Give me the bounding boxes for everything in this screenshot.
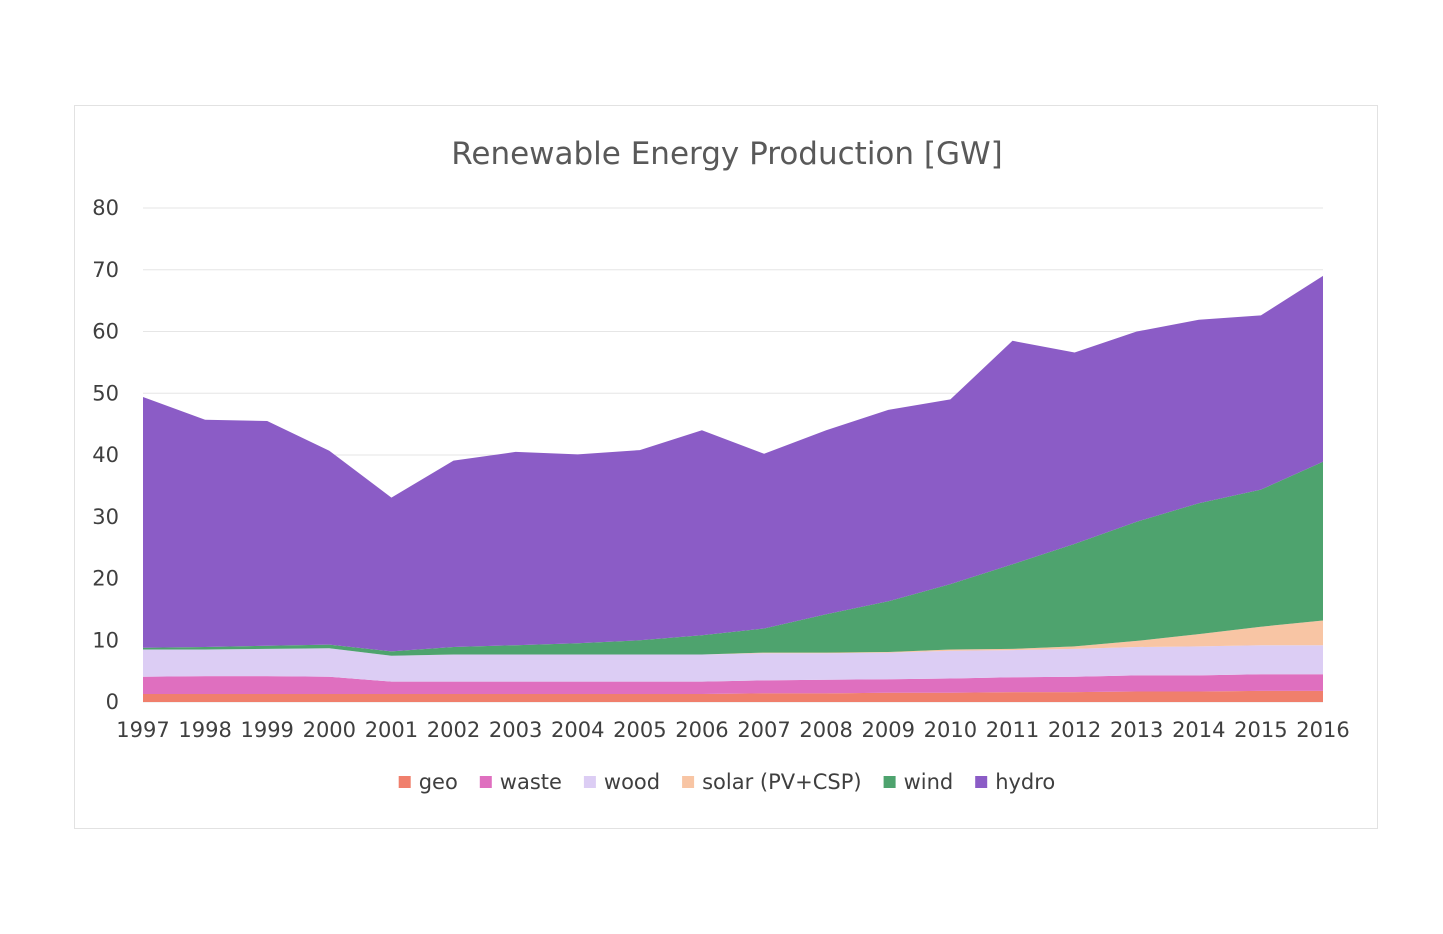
- legend-swatch: [398, 776, 411, 788]
- area-chart: Renewable Energy Production [GW] 0 10 20 30…: [92, 136, 1349, 794]
- x-tick-label: 2008: [799, 718, 852, 742]
- chart-title: Renewable Energy Production [GW]: [451, 136, 1003, 172]
- x-tick-label: 2000: [303, 718, 356, 742]
- y-tick-label: 70: [92, 258, 119, 282]
- y-tick-label: 60: [92, 320, 119, 344]
- x-tick-label: 1999: [240, 718, 293, 742]
- x-tick-label: 2007: [737, 718, 790, 742]
- x-tick-label: 2006: [675, 718, 728, 742]
- x-tick-label: 2001: [365, 718, 418, 742]
- area-geo: [143, 690, 1323, 702]
- x-tick-label: 2005: [613, 718, 666, 742]
- legend-label: hydro: [995, 770, 1055, 794]
- legend-swatch: [479, 776, 492, 788]
- x-axis-ticks: 1997 1998 1999 2000 2001 2002 2003 2004 2005 2006…: [116, 718, 1349, 742]
- legend-label: waste: [500, 770, 562, 794]
- y-tick-label: 80: [92, 196, 119, 220]
- x-tick-label: 2016: [1296, 718, 1349, 742]
- y-tick-label: 30: [92, 505, 119, 529]
- legend-item: hydro: [975, 770, 1055, 794]
- legend-label: geo: [419, 770, 458, 794]
- x-tick-label: 2002: [427, 718, 480, 742]
- legend-item: waste: [479, 770, 562, 794]
- x-tick-label: 2009: [862, 718, 915, 742]
- legend-item: geo: [398, 770, 458, 794]
- y-tick-label: 40: [92, 443, 119, 467]
- x-tick-label: 2015: [1234, 718, 1287, 742]
- x-tick-label: 2010: [924, 718, 977, 742]
- y-tick-label: 0: [106, 690, 119, 714]
- x-tick-label: 2013: [1110, 718, 1163, 742]
- x-tick-label: 2004: [551, 718, 604, 742]
- x-tick-label: 2014: [1172, 718, 1225, 742]
- legend-swatch: [583, 776, 596, 788]
- legend-label: wood: [604, 770, 660, 794]
- x-tick-label: 1997: [116, 718, 169, 742]
- stacked-areas: [143, 275, 1323, 702]
- legend-swatch: [975, 776, 988, 788]
- x-tick-label: 2011: [986, 718, 1039, 742]
- legend-item: solar (PV+CSP): [682, 770, 862, 794]
- area-wood: [143, 645, 1323, 682]
- y-tick-label: 50: [92, 381, 119, 405]
- y-tick-label: 20: [92, 567, 119, 591]
- area-wind: [143, 461, 1323, 656]
- legend-item: wind: [883, 770, 954, 794]
- legend-swatch: [682, 776, 695, 788]
- y-axis-ticks: 0 10 20 30 40 50 60 70 80: [92, 196, 119, 714]
- legend-label: wind: [904, 770, 954, 794]
- y-tick-label: 10: [92, 628, 119, 652]
- chart-container: Renewable Energy Production [GW] 0 10 20 30…: [74, 105, 1378, 829]
- area-waste: [143, 674, 1323, 694]
- x-tick-label: 2003: [489, 718, 542, 742]
- legend-label: solar (PV+CSP): [702, 770, 861, 794]
- area-hydro: [143, 275, 1323, 652]
- x-tick-label: 1998: [178, 718, 231, 742]
- legend-swatch: [883, 776, 896, 788]
- legend-item: wood: [583, 770, 660, 794]
- x-tick-label: 2012: [1048, 718, 1101, 742]
- legend: geo waste wood solar (PV+CSP) wind hydro: [398, 770, 1055, 794]
